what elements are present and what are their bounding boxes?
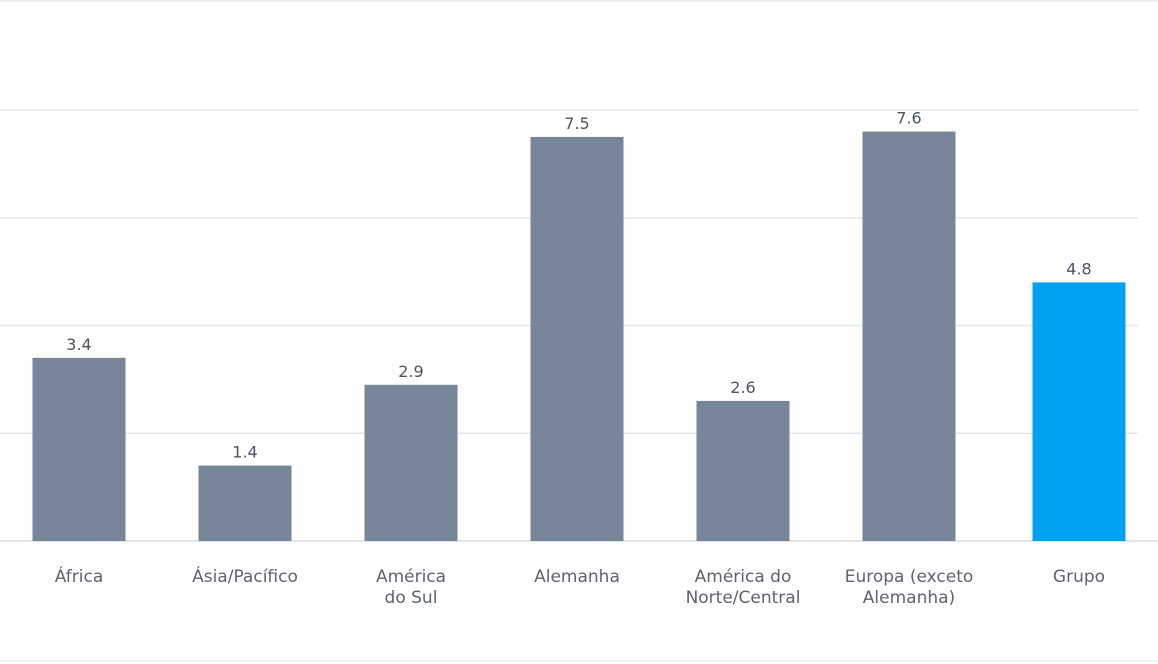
bar-3 (530, 136, 624, 541)
bar-6 (1032, 282, 1126, 541)
bar-value-label-1: 1.4 (232, 443, 257, 462)
bar-4 (696, 400, 790, 541)
bar-value-label-0: 3.4 (66, 335, 91, 354)
category-label-0: África (54, 567, 104, 587)
bar-1 (198, 465, 292, 541)
category-label-3: Alemanha (534, 567, 620, 587)
bar-value-label-5: 7.6 (896, 109, 921, 128)
bar-5 (862, 131, 956, 542)
category-label-1: Ásia/Pacífico (192, 567, 298, 587)
bar-value-label-2: 2.9 (398, 362, 423, 381)
bar-2 (364, 384, 458, 541)
bar-0 (32, 357, 126, 541)
category-label-4: América do Norte/Central (685, 567, 801, 608)
bottom-frame-line (0, 660, 1158, 662)
category-label-6: Grupo (1052, 567, 1106, 587)
bar-value-label-3: 7.5 (564, 114, 589, 133)
category-label-2: América do Sul (375, 567, 447, 608)
category-label-5: Europa (exceto Alemanha) (844, 567, 974, 608)
bar-value-label-6: 4.8 (1066, 259, 1091, 278)
top-frame-line (0, 0, 1158, 2)
bar-value-label-4: 2.6 (730, 378, 755, 397)
